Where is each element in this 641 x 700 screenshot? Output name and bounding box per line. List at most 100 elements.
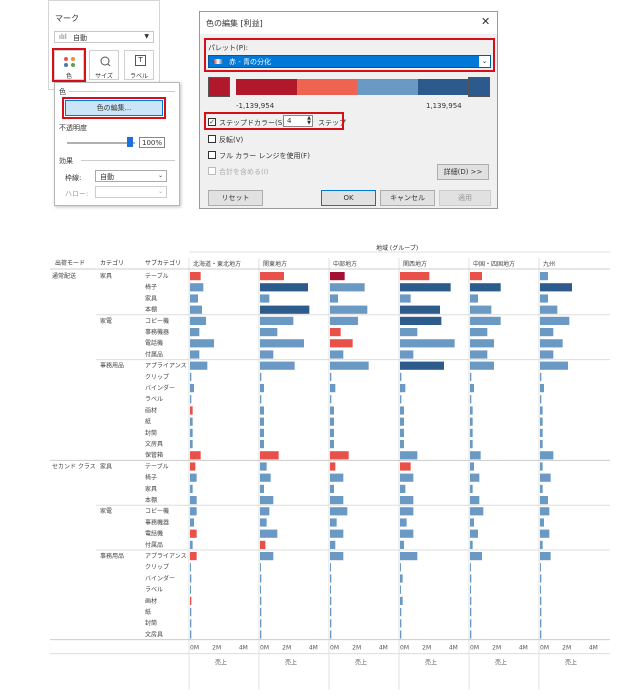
palette-value: 赤 - 青の分化 <box>229 58 271 66</box>
ramp-min-value: -1,139,954 <box>236 102 275 110</box>
color-dots-icon <box>64 57 75 67</box>
sales-bar <box>330 473 344 482</box>
label-shelf-button[interactable]: T ラベル <box>124 50 154 80</box>
subcategory-label: テーブル <box>145 462 169 470</box>
close-icon[interactable]: ✕ <box>481 15 491 28</box>
sales-bar <box>260 451 279 460</box>
steps-spinner[interactable]: 4 ▲ ▼ <box>283 115 313 127</box>
sales-bar <box>260 596 262 605</box>
sales-bar <box>470 339 494 348</box>
full-range-checkbox[interactable] <box>208 151 216 159</box>
sales-bar <box>540 361 568 370</box>
effects-line <box>81 160 175 161</box>
popup-color-heading: 色 <box>59 88 66 96</box>
sales-bar <box>190 283 204 292</box>
size-shelf-label: サイズ <box>95 73 113 80</box>
sales-bar <box>260 507 270 516</box>
sales-bar <box>400 518 407 527</box>
color-shelf-button[interactable]: 色 <box>54 50 84 80</box>
sales-bar <box>470 283 501 292</box>
sales-bar <box>470 294 478 303</box>
ramp-step-1 <box>236 79 297 95</box>
spinner-arrows-icon[interactable]: ▲ ▼ <box>307 115 311 126</box>
sales-bar <box>540 440 543 449</box>
apply-button[interactable]: 適用 <box>439 190 491 206</box>
sales-bar <box>540 384 544 393</box>
sales-bar <box>330 406 334 415</box>
sales-bar <box>260 552 274 561</box>
sales-bar <box>330 361 369 370</box>
sales-bar <box>470 529 478 538</box>
sales-bar <box>260 294 270 303</box>
reverse-checkbox[interactable] <box>208 135 216 143</box>
subcategory-label: 画材 <box>145 406 157 414</box>
category-label: 事務用品 <box>100 552 124 560</box>
palette-dropdown[interactable]: 赤 - 青の分化 ⌄ <box>208 55 491 68</box>
edit-colors-button[interactable]: 色の編集... <box>65 100 163 116</box>
header-shipmode: 出荷モード <box>55 260 86 267</box>
subcategory-label: 付属品 <box>145 350 163 358</box>
sales-bar <box>260 630 262 639</box>
axis-title: 売上 <box>355 659 367 667</box>
opacity-slider-handle[interactable] <box>127 137 133 147</box>
marks-title: マーク <box>55 14 79 23</box>
sales-bar <box>540 294 548 303</box>
sales-bar <box>260 428 264 437</box>
color-shelf-highlight <box>52 48 86 82</box>
sales-bar <box>400 283 451 292</box>
mark-type-dropdown[interactable]: ılıl 自動 ▼ <box>54 31 154 43</box>
sales-bar <box>400 630 402 639</box>
subcategory-label: 電話機 <box>145 530 163 538</box>
sales-bar <box>260 384 264 393</box>
ok-button[interactable]: OK <box>321 190 376 206</box>
sales-bar <box>330 428 334 437</box>
advanced-button[interactable]: 詳細(D) >> <box>437 164 489 180</box>
halo-dropdown[interactable]: ⌄ <box>95 186 167 198</box>
axis-tick-label: 4M <box>309 645 318 652</box>
subcategory-label: 事務機器 <box>145 518 169 526</box>
steps-value: 4 <box>287 117 292 125</box>
subcategory-label: 家具 <box>145 485 157 493</box>
opacity-slider-track[interactable] <box>67 142 135 144</box>
subcategory-label: 封筒 <box>145 619 157 627</box>
sales-bar <box>470 316 501 325</box>
full-range-label: フル カラー レンジを使用(F) <box>219 152 310 160</box>
size-shelf-button[interactable]: サイズ <box>89 50 119 80</box>
include-totals-label: 合計を含める(I) <box>219 168 269 176</box>
sales-bar <box>330 451 349 460</box>
sales-bar <box>470 462 474 471</box>
stepped-color-checkbox[interactable]: ✓ <box>208 118 216 126</box>
min-color-swatch[interactable] <box>208 77 230 97</box>
subcategory-label: 文房具 <box>145 630 163 638</box>
sales-bar <box>470 384 474 393</box>
sales-bar <box>330 316 358 325</box>
sales-bar <box>260 574 262 583</box>
sales-bar <box>540 473 551 482</box>
border-dropdown[interactable]: 自動 ⌄ <box>95 170 167 182</box>
max-color-swatch[interactable] <box>468 77 490 97</box>
sales-bar <box>540 552 551 561</box>
sales-bar <box>190 507 197 516</box>
reset-button[interactable]: リセット <box>208 190 263 206</box>
category-label: 家電 <box>100 507 112 515</box>
sales-bar <box>260 440 264 449</box>
axis-title: 売上 <box>285 659 297 667</box>
subcategory-label: クリップ <box>145 564 169 571</box>
sales-bar <box>190 496 197 505</box>
sales-bar <box>190 585 191 594</box>
sales-bar <box>540 540 543 549</box>
mark-type-value: 自動 <box>73 34 87 42</box>
opacity-value-field[interactable]: 100% <box>139 137 165 148</box>
sales-bar <box>190 417 193 426</box>
sales-bar <box>540 630 542 639</box>
sales-bar <box>330 529 344 538</box>
sales-bar <box>400 395 402 404</box>
subcategory-label: 文房具 <box>145 440 163 448</box>
subcategory-label: 画材 <box>145 597 157 605</box>
subcategory-label: 本棚 <box>145 306 157 314</box>
cancel-button[interactable]: キャンセル <box>380 190 435 206</box>
include-totals-checkbox[interactable] <box>208 167 216 175</box>
sales-bar <box>400 428 404 437</box>
sales-bar <box>190 484 193 493</box>
